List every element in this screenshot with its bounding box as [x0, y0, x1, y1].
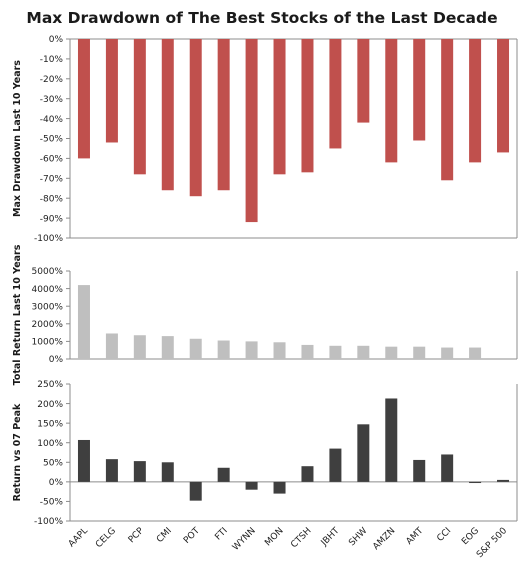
panel-1-bar-s-p-500	[497, 39, 510, 153]
chart-title: Max Drawdown of The Best Stocks of the L…	[26, 9, 497, 27]
panel-2-tick-label: 5000%	[32, 267, 64, 277]
panel-2-bar-pcp	[133, 335, 146, 359]
panel-3-tick-label: 50%	[43, 458, 63, 468]
panel-3-bar-aapl	[77, 439, 90, 482]
panel-3-bar-jbht	[329, 448, 342, 482]
category-label-cmi: CMI	[155, 526, 174, 545]
panel-1-bar-eog	[469, 39, 482, 163]
panel-2-bar-amzn	[385, 346, 398, 359]
panel-3-tick-label: 0%	[49, 478, 64, 488]
panel-1-y-axis-title: Max Drawdown Last 10 Years	[12, 60, 23, 217]
panel-3-bar-wynn	[245, 481, 258, 490]
category-label-wynn: WYNN	[231, 526, 258, 553]
panel-3-bar-eog	[469, 481, 482, 484]
panel-3-bar-amt	[413, 459, 426, 482]
panel-2-bar-eog	[469, 347, 482, 359]
panel-2-bar-pot	[189, 338, 202, 359]
category-label-cci: CCI	[435, 526, 453, 544]
category-label-eog: EOG	[460, 526, 481, 547]
panel-2-tick-label: 4000%	[32, 285, 64, 295]
panel-2-bar-shw	[357, 345, 370, 359]
panel-1-tick-label: -10%	[40, 55, 64, 65]
category-label-s-p-500: S&P 500	[475, 526, 509, 560]
panel-1-bar-shw	[357, 39, 370, 123]
panel-3-y-axis-title: Return vs 07 Peak	[12, 403, 23, 501]
panel-1-tick-label: -50%	[40, 135, 64, 145]
panel-1-tick-label: -60%	[40, 155, 64, 165]
category-label-shw: SHW	[347, 526, 369, 548]
panel-1-bar-amt	[413, 39, 426, 141]
panel-3-tick-label: 250%	[37, 380, 63, 390]
category-label-fti: FTI	[213, 526, 229, 542]
panel-1-tick-label: -30%	[40, 95, 64, 105]
panel-1-bar-cmi	[161, 39, 174, 191]
panel-1-bar-mon	[273, 39, 286, 175]
panel-2-bar-amt	[413, 346, 426, 359]
panel-1-bar-aapl	[77, 39, 90, 159]
panel-3-bar-mon	[273, 481, 286, 494]
category-label-pot: POT	[182, 526, 202, 546]
panel-2-bar-jbht	[329, 345, 342, 359]
panel-3-tick-label: 150%	[37, 419, 63, 429]
panel-1-bar-cci	[441, 39, 454, 181]
panel-3-bar-cmi	[161, 462, 174, 482]
panel-3-tick-label: -50%	[40, 498, 64, 508]
panel-1-bar-fti	[217, 39, 230, 191]
panel-2-bar-aapl	[77, 285, 90, 359]
panel-1-tick-label: -100%	[34, 234, 63, 244]
panel-3-bar-pot	[189, 481, 202, 501]
panel-2-tick-label: 0%	[49, 355, 64, 365]
panel-2-bar-fti	[217, 340, 230, 359]
category-label-amt: AMT	[405, 526, 426, 547]
panel-3-bar-ctsh	[301, 466, 314, 482]
panel-3-bar-amzn	[385, 398, 398, 482]
panel-2-bar-ctsh	[301, 344, 314, 359]
panel-1-bar-pot	[189, 39, 202, 197]
panel-1-bar-celg	[105, 39, 118, 143]
panel-1-bar-wynn	[245, 39, 258, 223]
panel-3-tick-label: -100%	[34, 517, 63, 527]
panel-2-bar-cmi	[161, 336, 174, 359]
panel-3-tick-label: 200%	[37, 400, 63, 410]
panel-3-bar-pcp	[133, 461, 146, 482]
category-label-amzn: AMZN	[371, 526, 397, 552]
panel-1-bar-ctsh	[301, 39, 314, 173]
panel-1-tick-label: -20%	[40, 75, 64, 85]
category-label-aapl: AAPL	[67, 526, 90, 549]
category-label-celg: CELG	[94, 526, 118, 550]
panel-1-tick-label: -90%	[40, 214, 64, 224]
panel-2-bar-cci	[441, 347, 454, 359]
panel-1-tick-label: -80%	[40, 194, 64, 204]
category-label-jbht: JBHT	[319, 526, 342, 549]
category-label-ctsh: CTSH	[289, 526, 313, 550]
panel-2-tick-label: 1000%	[32, 338, 64, 348]
panel-1-bar-amzn	[385, 39, 398, 163]
panel-3-bar-fti	[217, 467, 230, 482]
panel-2-tick-label: 3000%	[32, 302, 64, 312]
panel-2-bar-mon	[273, 342, 286, 359]
panel-1-tick-label: -40%	[40, 115, 64, 125]
panel-1-tick-label: -70%	[40, 175, 64, 185]
panel-3-tick-label: 100%	[37, 439, 63, 449]
panel-1-bar-jbht	[329, 39, 342, 149]
panel-2-tick-label: 2000%	[32, 320, 64, 330]
panel-3-bar-cci	[441, 454, 454, 482]
panel-1-bar-pcp	[133, 39, 146, 175]
category-label-pcp: PCP	[127, 526, 147, 546]
panel-2-bar-celg	[105, 333, 118, 359]
panel-2-bar-wynn	[245, 341, 258, 359]
panel-3-bar-celg	[105, 459, 118, 482]
panel-2-y-axis-title: Total Return Last 10 Years	[12, 244, 23, 385]
panel-3-bar-shw	[357, 424, 370, 482]
category-label-mon: MON	[263, 526, 285, 548]
panel-1-tick-label: 0%	[49, 35, 64, 45]
panel-3-bar-s-p-500	[497, 479, 510, 482]
